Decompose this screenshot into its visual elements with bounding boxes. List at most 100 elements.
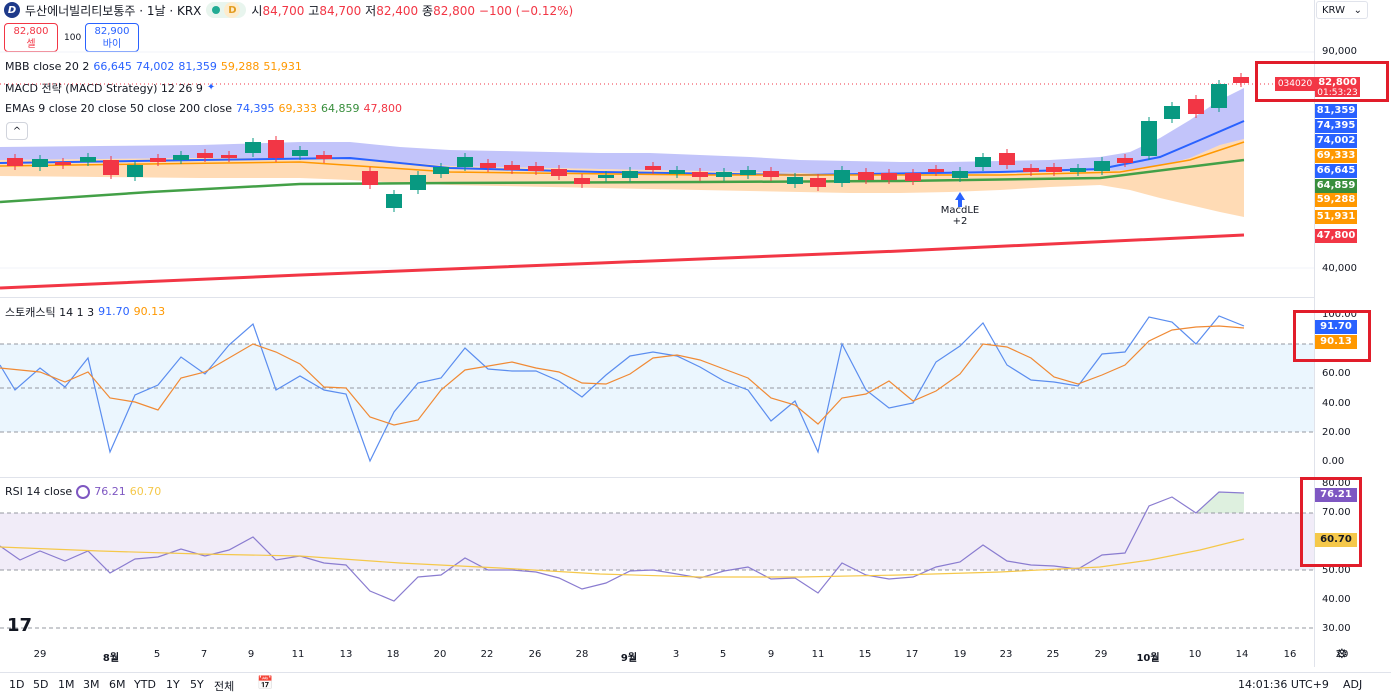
candle-body: [716, 172, 732, 177]
stoch-tick: 60.00: [1322, 368, 1351, 379]
candle-body: [221, 155, 237, 158]
signal-qty: +2: [953, 216, 968, 227]
candle-body: [528, 166, 544, 171]
ohlc-readout: 시84,700 고84,700 저82,400 종82,800 −100 (−0…: [251, 2, 573, 19]
legend-mbb-v1: 66,645: [93, 60, 132, 73]
legend-emas-v2: 69,333: [278, 102, 318, 115]
market-status-pill[interactable]: D: [206, 2, 247, 18]
legend-emas[interactable]: EMAs 9 close 20 close 50 close 200 close…: [5, 101, 402, 116]
legend-macd-name: MACD 전략 (MACD Strategy) 12 26 9: [5, 81, 203, 95]
candle-body: [952, 171, 968, 178]
time-tick: 18: [386, 649, 400, 660]
candle-body: [316, 155, 332, 159]
data-delay-badge: D: [224, 2, 241, 18]
candle-body: [480, 163, 496, 168]
candle-body: [740, 170, 756, 175]
change-value: −100 (−0.12%): [478, 3, 574, 18]
price-tag: 64,859: [1315, 179, 1357, 193]
ema-200-line: [0, 233, 1245, 290]
adjust-toggle[interactable]: ADJ: [1343, 678, 1363, 691]
order-quantity[interactable]: 100: [64, 33, 82, 43]
pane-divider[interactable]: [0, 477, 1315, 478]
rsi-tag: 76.21: [1315, 488, 1357, 502]
open-label: 시: [251, 3, 263, 18]
legend-rsi-name: RSI 14 close: [5, 485, 73, 498]
sell-price: 82,800: [13, 26, 49, 37]
time-tick: 9: [247, 649, 255, 660]
candle-body: [1094, 161, 1110, 171]
strategy-sparkle-icon[interactable]: ✦: [206, 82, 216, 93]
legend-stoch-d: 90.13: [133, 305, 166, 318]
mbb-upper-band: [0, 88, 1244, 174]
timeframe-button[interactable]: 1Y: [166, 678, 180, 691]
time-tick: 5: [153, 649, 161, 660]
candle-body: [7, 158, 23, 166]
symbol-logo-icon: D: [4, 2, 20, 18]
time-tick: 28: [575, 649, 589, 660]
close-label: 종: [422, 3, 434, 18]
time-tick: 10월: [1136, 653, 1160, 664]
chart-canvas[interactable]: MacdLE+2 17: [0, 0, 1315, 645]
date-range-calendar-icon[interactable]: 📅: [257, 676, 274, 691]
price-tag: 74,002: [1315, 134, 1357, 148]
candle-body: [834, 170, 850, 183]
rsi-ma-line: [0, 538, 1245, 578]
timeframe-button[interactable]: YTD: [134, 678, 156, 691]
candle-body: [173, 155, 189, 160]
stoch-k-line: [0, 315, 1245, 463]
signal-label: MacdLE: [941, 205, 980, 216]
candle-body: [245, 142, 261, 153]
legend-stoch[interactable]: 스토캐스틱 14 1 3 91.70 90.13: [5, 304, 165, 319]
chevron-up-icon: ^: [12, 125, 22, 137]
candle-body: [103, 160, 119, 175]
rsi-tick: 70.00: [1322, 507, 1351, 518]
timeframe-button[interactable]: 3M: [83, 678, 100, 691]
candle-body: [292, 150, 308, 156]
timeframe-button[interactable]: 1M: [58, 678, 75, 691]
time-tick: 23: [999, 649, 1013, 660]
rsi-tick: 40.00: [1322, 594, 1351, 605]
rsi-pane: [0, 491, 1314, 629]
legend-mbb-v3: 81,359: [178, 60, 217, 73]
candle-body: [268, 140, 284, 158]
candle-body: [504, 165, 520, 170]
legend-rsi-v: 76.21: [94, 485, 126, 498]
candle-body: [1141, 121, 1157, 156]
last-price-value: 82,800: [1318, 77, 1357, 88]
chevron-down-icon: ⌄: [1353, 4, 1362, 16]
time-tick: 26: [528, 649, 542, 660]
time-axis[interactable]: 29 8월 5 7 9 11 13 18 20 22 26 28 9월 3 5 9 11 15 17 19 23 25 29…: [0, 645, 1349, 665]
symbol-title[interactable]: 두산에너빌리티보통주 · 1날 · KRX: [25, 3, 202, 18]
timeframe-button[interactable]: 5Y: [190, 678, 204, 691]
candle-body: [1070, 168, 1086, 172]
high-label: 고: [308, 3, 320, 18]
timeframe-button[interactable]: 6M: [109, 678, 126, 691]
candle-body: [881, 173, 897, 180]
time-tick: 20: [433, 649, 447, 660]
time-tick: 29: [1094, 649, 1108, 660]
collapse-legend-button[interactable]: ^: [6, 122, 28, 140]
candle-body: [433, 167, 449, 174]
legend-rsi[interactable]: RSI 14 close 76.21 60.70: [5, 484, 161, 499]
legend-stoch-name: 스토캐스틱 14 1 3: [5, 305, 95, 319]
pane-divider[interactable]: [0, 297, 1315, 298]
candle-body: [1046, 167, 1062, 172]
timeframe-button[interactable]: 1D: [9, 678, 25, 691]
timeframe-button[interactable]: 전체: [214, 680, 235, 693]
time-tick: 14: [1235, 649, 1249, 660]
last-price-tag: 82,800 01:53:23: [1315, 77, 1360, 98]
settings-gear-icon[interactable]: ⚙: [1336, 647, 1348, 662]
timeframe-button[interactable]: 5D: [33, 678, 49, 691]
candle-body: [692, 172, 708, 177]
rsi-overbought-fill: [1196, 492, 1244, 513]
currency-selector[interactable]: KRW ⌄: [1316, 1, 1368, 19]
candle-body: [80, 157, 96, 162]
clock-readout[interactable]: 14:01:36 UTC+9: [1238, 678, 1329, 691]
high-value: 84,700: [319, 3, 362, 18]
time-tick: 9: [767, 649, 775, 660]
legend-mbb-v5: 51,931: [263, 60, 302, 73]
legend-mbb-v4: 59,288: [220, 60, 260, 73]
candle-body: [1117, 158, 1133, 163]
legend-macd[interactable]: MACD 전략 (MACD Strategy) 12 26 9 ✦: [5, 80, 215, 95]
legend-mbb[interactable]: MBB close 20 2 66,645 74,002 81,359 59,2…: [5, 59, 302, 74]
